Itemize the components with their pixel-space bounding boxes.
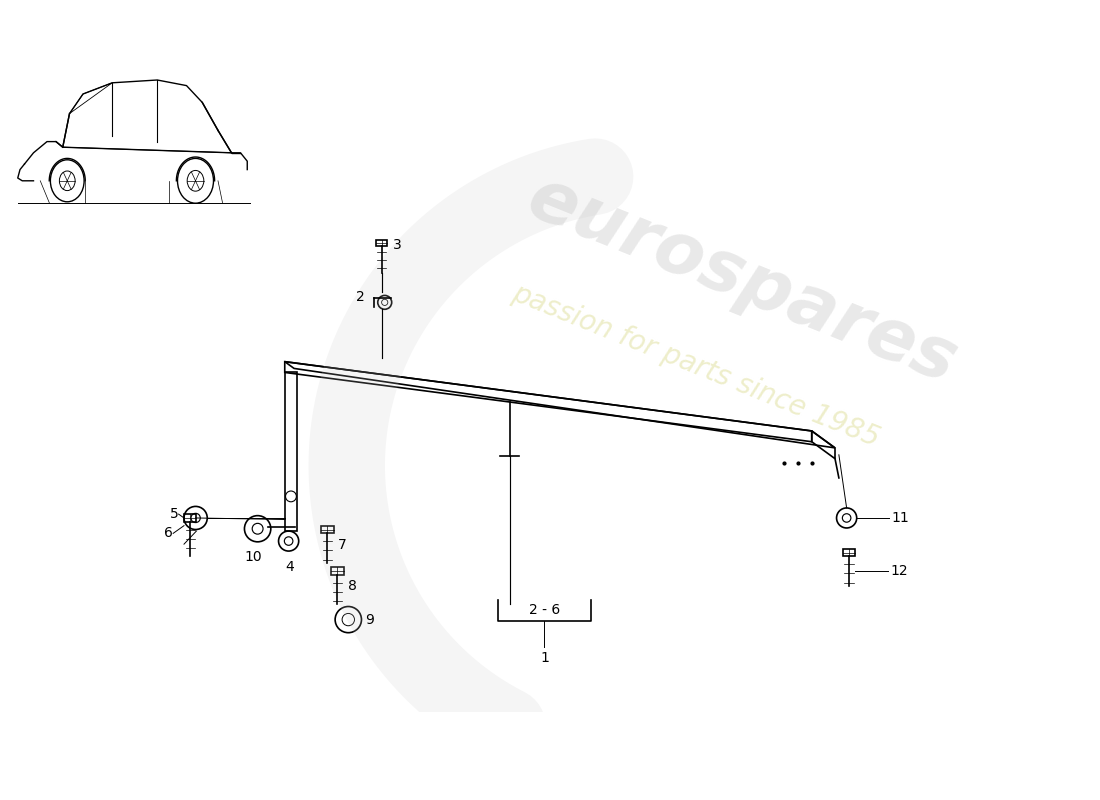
Bar (285, 373, 297, 531)
Text: 7: 7 (338, 538, 346, 552)
Text: 6: 6 (164, 526, 173, 540)
Bar (321, 526, 333, 534)
Bar (331, 567, 343, 575)
Text: 4: 4 (286, 560, 295, 574)
Text: 8: 8 (349, 579, 358, 594)
Text: 2 - 6: 2 - 6 (529, 603, 560, 618)
Text: passion for parts since 1985: passion for parts since 1985 (508, 278, 883, 452)
Bar (376, 240, 387, 246)
Bar (184, 514, 197, 522)
Text: 5: 5 (169, 507, 178, 521)
Text: 2: 2 (355, 290, 364, 304)
Text: 3: 3 (394, 238, 402, 252)
Bar (843, 549, 855, 557)
Text: 1: 1 (540, 651, 549, 665)
Text: 12: 12 (890, 564, 908, 578)
Text: 11: 11 (892, 511, 910, 525)
Text: 9: 9 (365, 613, 374, 626)
Text: 10: 10 (245, 550, 263, 564)
Text: eurospares: eurospares (517, 163, 967, 398)
